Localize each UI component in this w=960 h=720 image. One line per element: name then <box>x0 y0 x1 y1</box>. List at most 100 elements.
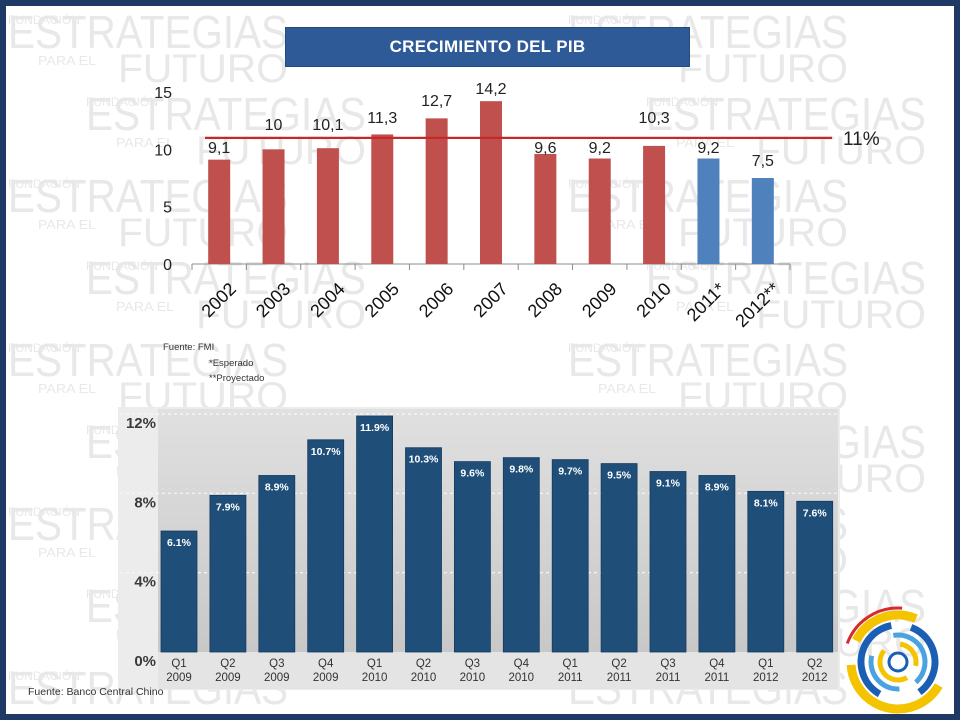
bottom-bar-value-label: 8.9% <box>265 481 290 493</box>
watermark-fundacion: FUNDACIÓN <box>8 340 80 355</box>
bottom-x-tick-quarter: Q2 <box>807 658 822 670</box>
bottom-bar <box>405 447 442 653</box>
watermark-estrategias: ESTRATEGIAS <box>568 334 848 386</box>
title-banner: CRECIMIENTO DEL PIB <box>285 27 690 67</box>
top-bar <box>588 158 611 264</box>
bottom-bar <box>551 459 589 653</box>
top-bar <box>534 153 557 264</box>
top-bar-value-label: 9,2 <box>697 140 719 157</box>
top-bar <box>480 101 502 264</box>
bottom-x-tick-year: 2010 <box>509 672 535 684</box>
top-chart-note-expected: *Esperado <box>209 358 254 369</box>
logo-ring-core <box>887 651 909 673</box>
watermark-futuro: FUTURO <box>678 47 848 91</box>
bottom-bar-value-label: 7.6% <box>803 507 828 519</box>
bottom-x-tick-quarter: Q3 <box>660 658 675 670</box>
watermark-estrategias: ESTRATEGIAS <box>646 252 926 304</box>
watermark-fundacion: FUNDACIÓN <box>646 94 718 109</box>
bottom-x-tick-year: 2009 <box>215 672 241 684</box>
bottom-x-tick-quarter: Q2 <box>611 658 626 670</box>
top-bar-value-label: 10,1 <box>312 117 343 134</box>
quarterly-gdp-growth-chart: 0% 4% 8% 12% 6.1% Q1 2009 7.9% Q2 2009 8.9% Q3 2009 1… <box>118 407 840 690</box>
top-ytick-label: 10 <box>154 142 172 159</box>
bottom-x-tick-quarter: Q4 <box>514 658 530 670</box>
watermark-para-el: PARA EL <box>38 53 96 68</box>
top-bar-value-label: 12,7 <box>421 93 452 110</box>
logo-ring-red <box>842 606 954 718</box>
logo-ring-light-blue <box>868 632 928 692</box>
bottom-ytick-label: 0% <box>134 653 156 670</box>
bottom-bar <box>698 475 736 653</box>
bottom-x-tick-quarter: Q2 <box>220 658 235 670</box>
bottom-bar-value-label: 7.9% <box>216 501 241 513</box>
watermark-fundacion: FUNDACIÓN <box>8 176 80 191</box>
top-chart-note-projected: **Proyectado <box>209 373 265 384</box>
watermark-para-el: PARA EL <box>676 299 734 314</box>
top-x-tick-label: 2007 <box>469 279 511 321</box>
bottom-bar-value-label: 9.1% <box>656 478 681 490</box>
watermark-fundacion: FUNDACIÓN <box>8 12 80 27</box>
watermark-futuro: FUTURO <box>756 293 926 337</box>
bottom-x-tick-quarter: Q2 <box>416 658 431 670</box>
top-bar-value-label: 9,6 <box>534 140 556 157</box>
bottom-bar <box>356 415 394 653</box>
bottom-bar <box>502 457 540 653</box>
top-bar <box>425 118 448 264</box>
bottom-bar-value-label: 11.9% <box>360 422 390 434</box>
bottom-bar-value-label: 10.7% <box>311 446 341 458</box>
bottom-x-tick-quarter: Q3 <box>465 658 480 670</box>
watermark-futuro: FUTURO <box>118 47 288 91</box>
annual-gdp-growth-chart: 0510159,1200210200310,1200411,3200512,72… <box>154 81 880 331</box>
top-bar <box>316 148 339 264</box>
watermark-futuro: FUTURO <box>756 129 926 173</box>
watermark-fundacion: FUNDACIÓN <box>86 94 158 109</box>
bottom-x-axis-band <box>158 652 838 689</box>
bottom-x-tick-year: 2011 <box>558 672 583 684</box>
bottom-x-tick-year: 2009 <box>166 672 192 684</box>
bottom-x-tick-year: 2009 <box>313 672 339 684</box>
bottom-x-tick-quarter: Q4 <box>318 658 334 670</box>
watermark-fundacion: FUNDACIÓN <box>568 340 640 355</box>
watermark-futuro: FUTURO <box>118 211 288 255</box>
top-ytick-label: 5 <box>163 200 172 217</box>
watermark-para-el: PARA EL <box>598 381 656 396</box>
bottom-bar <box>747 490 785 653</box>
bottom-x-tick-year: 2010 <box>460 672 486 684</box>
top-bar-value-label: 10,3 <box>639 110 670 127</box>
bottom-ytick-label: 4% <box>134 574 156 591</box>
watermark-para-el: PARA EL <box>38 545 96 560</box>
bottom-bar-value-label: 8.9% <box>705 481 730 493</box>
bottom-bar-value-label: 9.6% <box>460 468 485 480</box>
bottom-bar <box>600 463 638 653</box>
top-bar-value-label: 9,1 <box>208 140 230 157</box>
bottom-x-tick-year: 2011 <box>705 672 730 684</box>
logo-ring-blue <box>857 621 939 703</box>
reference-line-label: 11% <box>843 129 880 150</box>
top-ytick-label: 15 <box>154 85 172 102</box>
top-bar <box>751 178 774 264</box>
watermark-estrategias: ESTRATEGIAS <box>86 88 366 140</box>
bottom-bar <box>307 439 345 653</box>
watermark-estrategias: ESTRATEGIAS <box>8 6 288 58</box>
watermark-para-el: PARA EL <box>38 217 96 232</box>
bottom-bar <box>649 471 687 653</box>
top-bar-value-label: 11,3 <box>367 110 397 127</box>
bottom-x-tick-year: 2012 <box>802 672 828 684</box>
watermark-para-el: PARA EL <box>38 381 96 396</box>
bottom-bar <box>453 461 491 653</box>
top-bar-value-label: 7,5 <box>752 153 774 170</box>
bottom-x-tick-quarter: Q1 <box>758 658 773 670</box>
watermark-para-el: PARA EL <box>598 217 656 232</box>
watermark-estrategias: ESTRATEGIAS <box>8 170 288 222</box>
bottom-bar <box>209 494 247 653</box>
top-bar-value-label: 14,2 <box>475 81 506 98</box>
bottom-x-tick-quarter: Q1 <box>367 658 382 670</box>
bottom-bar-value-label: 9.5% <box>607 470 632 482</box>
bottom-bar-value-label: 9.8% <box>509 464 534 476</box>
top-bar <box>697 158 720 264</box>
top-ytick-label: 0 <box>163 257 172 274</box>
bottom-x-tick-quarter: Q1 <box>171 658 186 670</box>
top-bar <box>208 159 231 264</box>
